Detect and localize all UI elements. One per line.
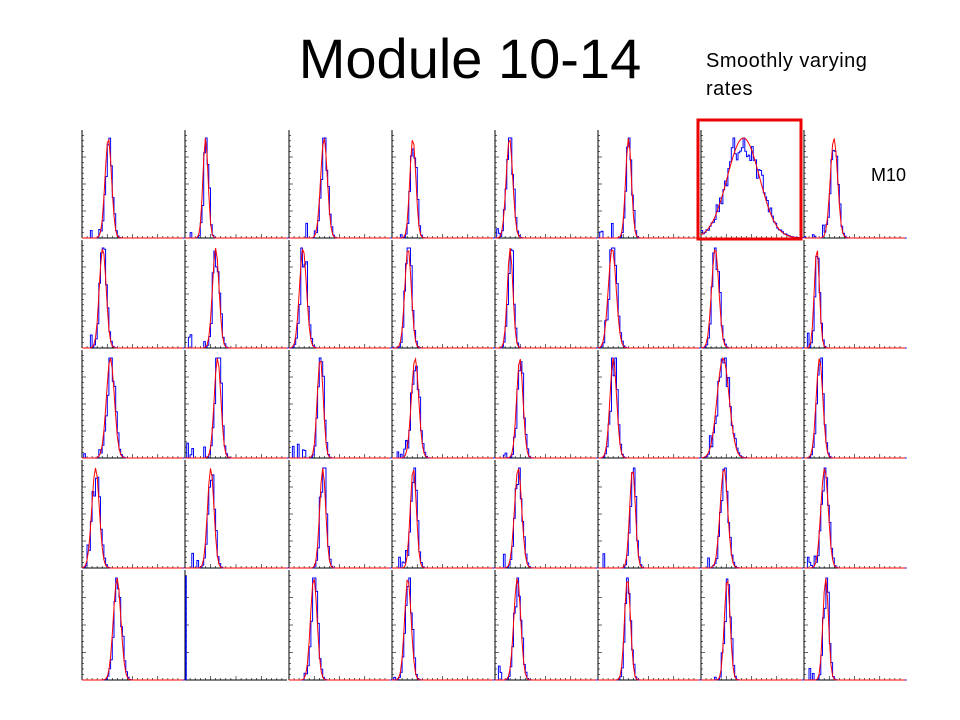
fit-curve bbox=[804, 358, 905, 459]
histogram bbox=[804, 256, 907, 349]
fit-curve bbox=[289, 467, 390, 569]
fit-curve bbox=[597, 249, 699, 349]
fit-curve bbox=[392, 140, 493, 239]
fit-curve bbox=[185, 358, 287, 459]
histogram bbox=[701, 578, 804, 681]
histogram bbox=[598, 467, 701, 569]
histogram bbox=[289, 357, 392, 459]
histogram bbox=[495, 467, 598, 569]
fit-curve bbox=[598, 471, 699, 569]
histogram bbox=[289, 137, 392, 239]
fit-curve bbox=[700, 356, 802, 459]
module-label: M10 bbox=[871, 165, 907, 185]
histogram bbox=[185, 357, 289, 459]
fit-curve bbox=[82, 248, 183, 349]
histogram bbox=[82, 137, 185, 239]
histogram bbox=[392, 148, 495, 239]
fit-curve bbox=[289, 138, 390, 239]
fit-curve bbox=[700, 137, 803, 239]
fit-curve bbox=[804, 578, 905, 681]
histogram bbox=[598, 357, 701, 459]
fit-curve bbox=[598, 138, 699, 239]
fit-curve bbox=[392, 357, 493, 459]
histogram bbox=[82, 476, 185, 569]
histogram bbox=[598, 137, 701, 239]
histogram bbox=[185, 474, 289, 569]
fit-curve bbox=[288, 248, 390, 349]
histogram bbox=[289, 577, 392, 681]
fit-curve bbox=[495, 468, 596, 569]
histogram bbox=[392, 577, 495, 681]
fit-curve bbox=[392, 250, 493, 349]
fit-curve bbox=[495, 358, 596, 459]
histogram bbox=[495, 361, 598, 459]
fit-curve bbox=[82, 138, 183, 239]
fit-curve bbox=[804, 250, 905, 349]
histogram bbox=[82, 357, 185, 459]
fit-curve bbox=[804, 138, 905, 239]
fit-curve bbox=[289, 578, 390, 681]
fit-curve bbox=[495, 578, 596, 681]
fit-curve bbox=[700, 249, 802, 349]
histogram bbox=[598, 577, 701, 681]
fit-curve bbox=[81, 467, 183, 569]
histogram bbox=[82, 577, 185, 681]
fit-curve bbox=[185, 248, 287, 349]
histogram bbox=[804, 467, 907, 569]
fit-curve bbox=[598, 581, 699, 681]
fit-curve bbox=[701, 468, 802, 569]
highlight-box bbox=[696, 118, 803, 241]
histogram bbox=[392, 247, 495, 349]
histogram bbox=[598, 247, 701, 349]
histogram bbox=[185, 250, 289, 349]
fit-curve bbox=[392, 469, 493, 569]
histogram bbox=[701, 247, 804, 349]
fit-curve bbox=[598, 358, 699, 459]
fit-curve bbox=[392, 578, 493, 681]
slide-title: Module 10-14 bbox=[298, 27, 642, 90]
fit-curve bbox=[804, 468, 905, 569]
histogram bbox=[495, 137, 598, 239]
histogram bbox=[804, 577, 907, 681]
fit-curve bbox=[82, 578, 183, 681]
histogram bbox=[804, 149, 907, 239]
histogram bbox=[82, 247, 185, 349]
histogram bbox=[804, 357, 907, 459]
annotation: Smoothly varying rates bbox=[706, 50, 868, 100]
fit-curve bbox=[289, 360, 390, 459]
fit-curve bbox=[185, 138, 287, 239]
fit-curve bbox=[701, 579, 802, 681]
fit-curve bbox=[495, 247, 596, 349]
fit-curve bbox=[82, 358, 183, 459]
histogram bbox=[289, 467, 392, 569]
fit-curve bbox=[185, 468, 287, 569]
histogram bbox=[495, 248, 598, 349]
fit-curve bbox=[495, 138, 596, 239]
